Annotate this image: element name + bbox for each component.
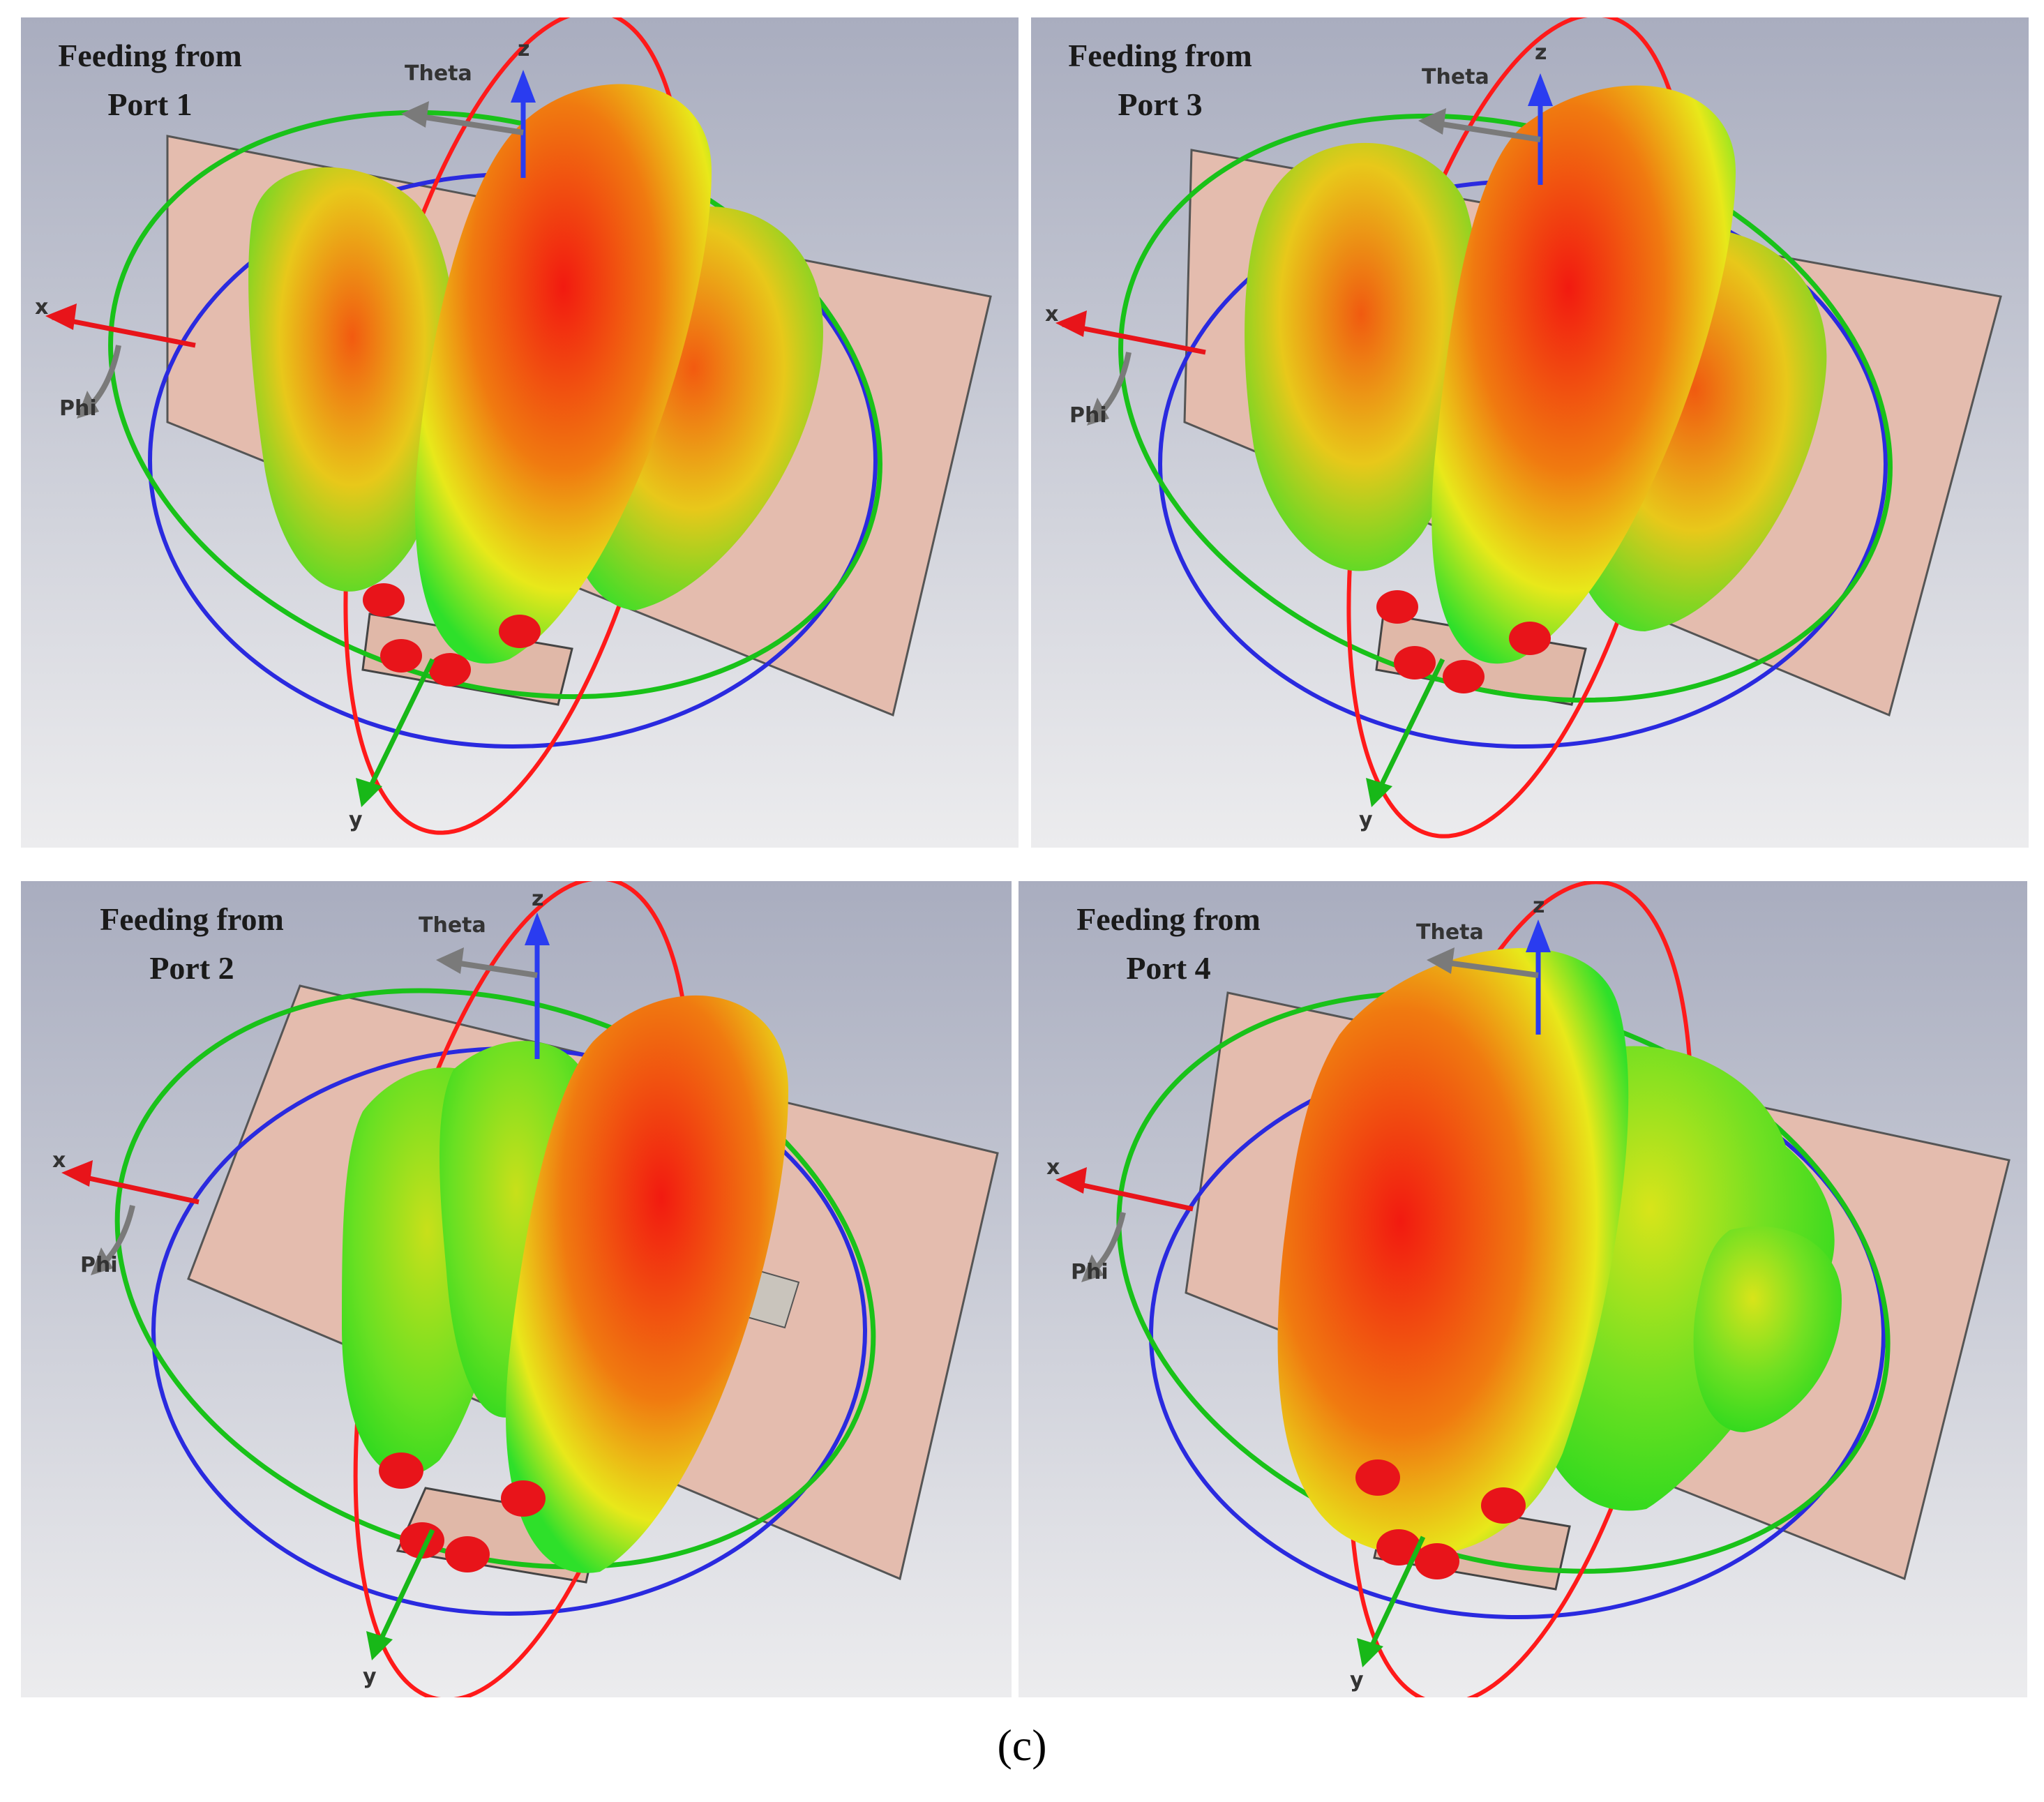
theta-arrow (1428, 119, 1541, 142)
port-marker (380, 639, 422, 673)
theta-label: Theta (1422, 65, 1489, 89)
z-axis-label: z (518, 37, 529, 61)
port-marker (445, 1536, 490, 1572)
main-lobe (415, 84, 712, 664)
y-axis-label: y (363, 1665, 377, 1689)
panel-title-line1: Feeding from (1068, 38, 1252, 73)
panel-title-line1: Feeding from (1076, 901, 1261, 937)
panel-title-line2: Port 4 (1126, 950, 1211, 986)
theta-arrow (411, 112, 524, 135)
y-axis-arrow (363, 658, 435, 797)
panel-title-line2: Port 1 (107, 87, 193, 122)
y-axis-label: y (1359, 808, 1373, 832)
x-axis-arrow (1063, 1178, 1194, 1212)
x-axis-label: x (35, 295, 48, 320)
port-marker (1443, 660, 1485, 693)
phi-label: Phi (1069, 403, 1107, 428)
panel-title: Feeding from Port 1 (35, 31, 265, 129)
theta-label: Theta (1416, 920, 1484, 945)
main-lobe (1277, 947, 1629, 1556)
x-axis-label: x (1046, 1155, 1060, 1180)
y-axis-arrow (1374, 658, 1445, 797)
panel-title: Feeding from Port 4 (1053, 895, 1284, 993)
panel-title-line2: Port 3 (1118, 87, 1203, 122)
port-marker (1376, 590, 1418, 624)
port-marker (1509, 622, 1551, 655)
y-axis-arrow (1365, 1536, 1426, 1657)
port-marker (1376, 1529, 1421, 1566)
phi-label: Phi (59, 396, 97, 421)
radiation-pattern-3d: x y z Theta Phi (35, 17, 992, 835)
y-axis-label: y (1350, 1668, 1364, 1692)
radiation-pattern-3d: x y z Theta Phi (1045, 17, 2002, 839)
panel-title-line1: Feeding from (58, 38, 242, 73)
side-lobe-left (248, 167, 456, 592)
y-axis-label: y (349, 808, 363, 832)
panel-title-line2: Port 2 (149, 950, 234, 986)
radiation-pattern-3d: x y z Theta Phi (1046, 881, 2011, 1697)
main-lobe (1431, 85, 1736, 664)
side-lobe-left (1245, 142, 1478, 571)
theta-arrow (1436, 959, 1539, 978)
port-marker (1394, 646, 1436, 679)
pattern-panel-port4: x y z Theta Phi Feeding from Port 4 (1019, 881, 2027, 1697)
port-marker (379, 1452, 423, 1489)
main-lobe (506, 995, 788, 1573)
pattern-panel-port3: x y z Theta Phi Feeding from Port 3 (1031, 17, 2029, 848)
port-marker (501, 1480, 546, 1517)
panel-title: Feeding from Port 2 (77, 895, 307, 993)
panel-title-line1: Feeding from (100, 901, 284, 937)
phi-label: Phi (1071, 1260, 1109, 1284)
x-axis-arrow (1062, 322, 1206, 355)
x-axis-label: x (1045, 302, 1058, 326)
port-marker (429, 653, 471, 686)
port-marker (1415, 1543, 1459, 1579)
theta-label: Theta (419, 913, 486, 938)
x-axis-label: x (52, 1148, 66, 1173)
x-axis-arrow (52, 315, 196, 348)
pattern-panel-port1: x y z Theta Phi Feeding from Port 1 (21, 17, 1019, 848)
pattern-panel-port2: x y z Theta Phi Feeding from Port 2 (21, 881, 1012, 1697)
z-axis-label: z (1533, 894, 1545, 918)
phi-label: Phi (80, 1253, 118, 1277)
z-axis-label: z (1535, 40, 1547, 65)
port-marker (363, 583, 405, 617)
port-marker (1481, 1487, 1526, 1524)
radiation-pattern-3d: x y z Theta Phi (52, 881, 999, 1697)
x-axis-arrow (69, 1171, 200, 1205)
figure-caption: (c) (997, 1720, 1047, 1770)
panel-title: Feeding from Port 3 (1045, 31, 1275, 129)
y-axis-arrow (374, 1529, 435, 1650)
port-marker (1355, 1459, 1400, 1496)
port-marker (499, 615, 541, 648)
z-axis-label: z (532, 887, 543, 911)
theta-label: Theta (405, 61, 472, 86)
side-lobe-far (1693, 1226, 1842, 1432)
